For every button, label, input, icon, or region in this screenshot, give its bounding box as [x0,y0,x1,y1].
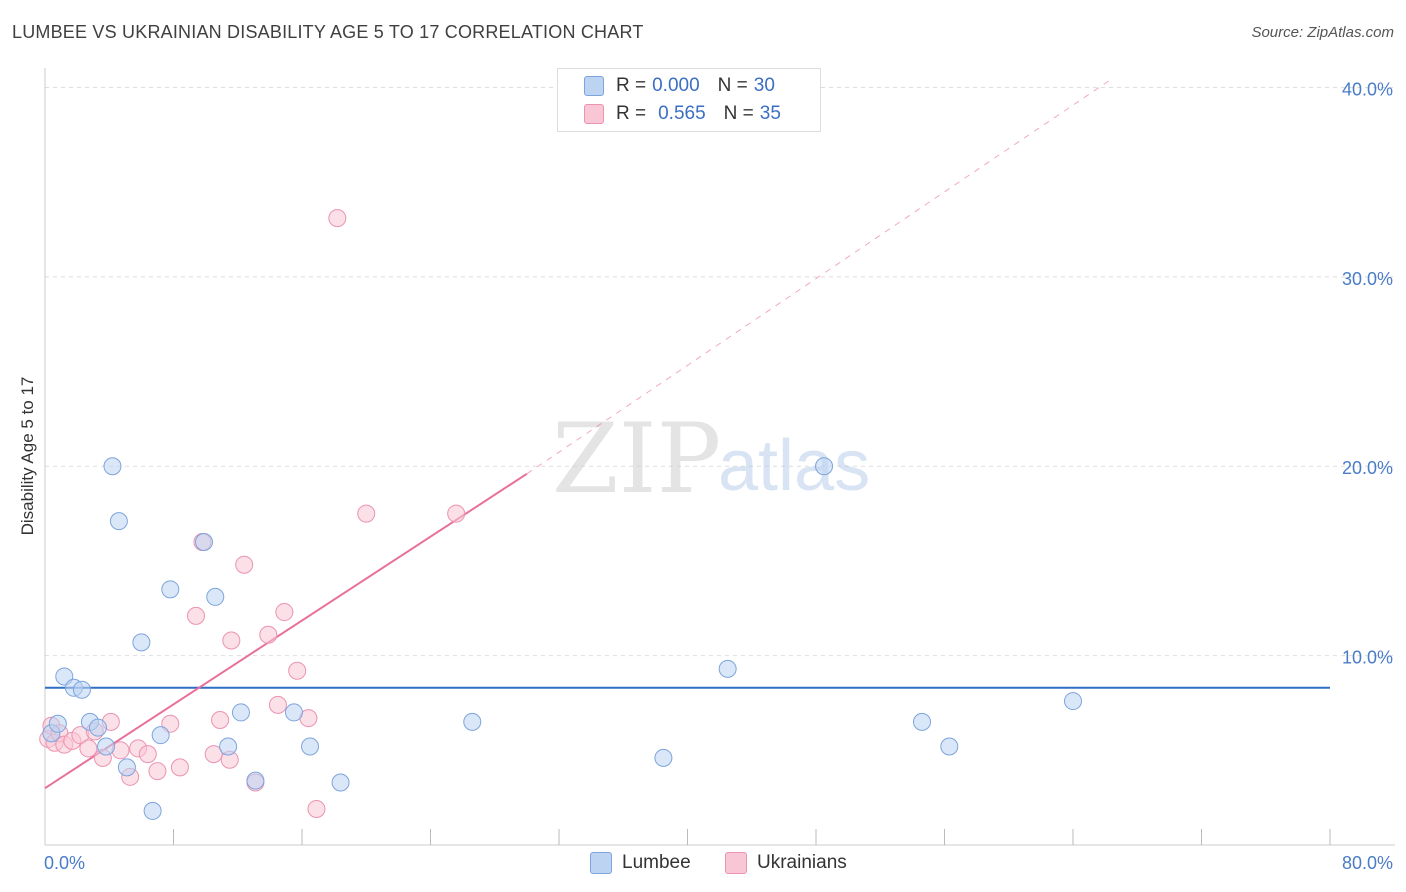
ukrainians-point [138,745,157,764]
lumbee-point [654,748,673,767]
ukrainians-point [204,745,223,764]
lumbee-point [195,532,214,551]
y-tick-label: 30.0% [1342,269,1393,289]
ukrainians-swatch [725,852,747,874]
ukrainians-point [211,711,230,730]
ukrainians-trend-extension [526,77,1114,475]
lumbee-point [161,580,180,599]
lumbee-point [143,801,162,820]
lumbee-point [132,633,151,652]
lumbee-point [718,659,737,678]
lumbee-point [89,718,108,737]
x-tick-label: 0.0% [44,853,85,873]
ukrainians-point [148,762,167,781]
data-points [39,209,1082,820]
lumbee-point [103,457,122,476]
watermark: ZIP atlas [552,403,870,515]
ukrainians-swatch [584,104,604,124]
legend-ukrainians-label: Ukrainians [757,852,847,873]
lumbee-point [231,703,250,722]
legend-r-value: 0.565 [658,103,706,124]
lumbee-point [940,737,959,756]
stats-legend: R = 0.000 N = 30 R = 0.565 N = 35 [557,68,821,132]
lumbee-point [913,712,932,731]
lumbee-swatch [584,76,604,96]
lumbee-point [815,457,834,476]
trend-lines [44,77,1330,790]
legend-item-lumbee[interactable]: Lumbee [590,852,691,874]
lumbee-point [48,714,67,733]
tick-labels: 10.0% 20.0% 30.0% 40.0% 0.0% 80.0% [44,79,1393,873]
legend-n-value: 30 [753,75,775,96]
watermark-zip: ZIP [552,403,721,515]
ukrainians-point [186,606,205,625]
lumbee-point [151,726,170,745]
ukrainians-point [357,504,376,523]
ukrainians-point [222,631,241,650]
ukrainians-point [235,555,254,574]
ukrainians-point [170,758,189,777]
lumbee-point [97,737,116,756]
y-tick-label: 40.0% [1342,79,1393,99]
ukrainians-point [259,625,278,644]
legend-n-label: N = [717,75,748,96]
lumbee-point [72,680,91,699]
y-tick-label: 20.0% [1342,458,1393,478]
axes [44,68,1395,846]
legend-row-ukrainians: R = 0.565 N = 35 [584,102,781,126]
series-legend: Lumbee Ukrainians [0,852,1406,878]
ukrainians-point [307,800,326,819]
lumbee-point [301,737,320,756]
legend-row-lumbee: R = 0.000 N = 30 [584,74,775,98]
ukrainians-point [275,603,294,622]
lumbee-point [246,771,265,790]
ukrainians-point [79,739,98,758]
chart-source: Source: ZipAtlas.com [1251,24,1394,41]
lumbee-point [331,773,350,792]
lumbee-swatch [590,852,612,874]
lumbee-point [206,587,225,606]
lumbee-point [284,703,303,722]
lumbee-point [109,512,128,531]
legend-r-label: R = [616,103,647,124]
ukrainians-point [447,504,466,523]
legend-r-label: R = [616,75,647,96]
lumbee-point [463,712,482,731]
lumbee-point [219,737,238,756]
ukrainians-point [268,695,287,714]
y-tick-label: 10.0% [1342,648,1393,668]
lumbee-point [117,758,136,777]
lumbee-point [1064,692,1082,711]
watermark-atlas: atlas [718,426,870,506]
legend-item-ukrainians[interactable]: Ukrainians [725,852,847,874]
ukrainians-trend-line [44,472,528,790]
legend-lumbee-label: Lumbee [622,852,691,873]
chart-title: LUMBEE VS UKRAINIAN DISABILITY AGE 5 TO … [12,22,644,42]
legend-r-value: 0.000 [652,75,700,96]
ukrainians-point [328,209,347,228]
legend-n-label: N = [723,103,754,124]
ukrainians-point [288,661,307,680]
legend-n-value: 35 [759,103,781,124]
x-tick-label: 80.0% [1342,853,1393,873]
